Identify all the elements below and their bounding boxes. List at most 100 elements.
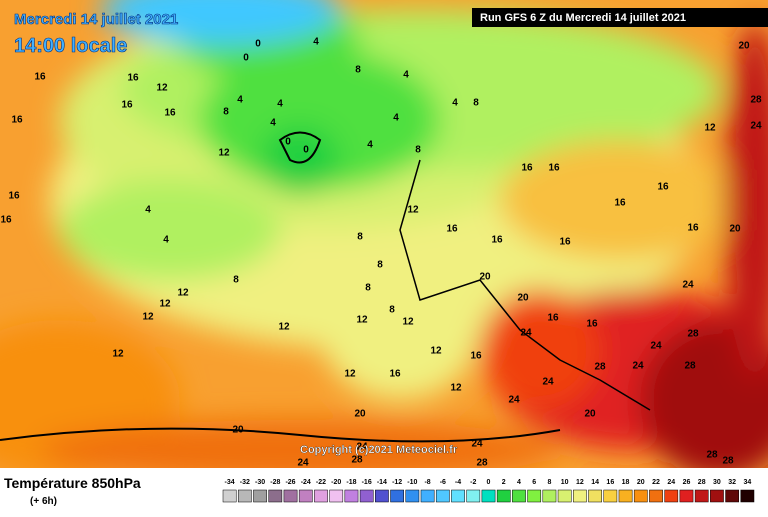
scale-swatch <box>466 489 481 503</box>
contour-label: 16 <box>491 235 503 246</box>
contour-label: 24 <box>542 377 554 388</box>
contour-label: 24 <box>682 280 694 291</box>
scale-label: 10 <box>561 479 569 486</box>
scale-swatch <box>481 489 496 503</box>
contour-label: 12 <box>402 317 414 328</box>
scale-swatch <box>283 489 298 503</box>
contour-label: 12 <box>278 322 290 333</box>
contour-label: 28 <box>476 458 488 469</box>
contour-label: 4 <box>277 99 283 110</box>
contour-label: 28 <box>594 362 606 373</box>
scale-swatch <box>344 489 359 503</box>
contour-label: 20 <box>232 425 244 436</box>
scale-label: -20 <box>331 479 341 486</box>
scale-label: -32 <box>240 479 250 486</box>
scale-swatch <box>496 489 511 503</box>
contour-label: 0 <box>303 145 309 156</box>
contour-label: 16 <box>614 198 626 209</box>
contour-label: 12 <box>344 369 356 380</box>
scale-label: 28 <box>698 479 706 486</box>
contour-label: 8 <box>473 98 479 109</box>
contour-label: 16 <box>121 100 133 111</box>
contour-label: 20 <box>584 409 596 420</box>
scale-swatch <box>542 489 557 503</box>
scale-swatch <box>633 489 648 503</box>
contour-label: 12 <box>356 315 368 326</box>
contour-label: 16 <box>547 313 559 324</box>
contour-label: 16 <box>548 163 560 174</box>
contour-label: 4 <box>313 37 319 48</box>
scale-swatch <box>573 489 587 503</box>
scale-label: -34 <box>225 479 235 486</box>
scale-swatch <box>237 489 252 503</box>
contour-label: 12 <box>112 349 124 360</box>
contour-label: 4 <box>237 95 243 106</box>
contour-label: 8 <box>233 275 239 286</box>
contour-label: 16 <box>0 215 12 226</box>
contour-label: 4 <box>145 205 151 216</box>
scale-label: -22 <box>316 479 326 486</box>
scale-label: -30 <box>255 479 265 486</box>
contour-label: 8 <box>223 107 229 118</box>
temperature-field <box>0 0 768 480</box>
scale-swatch <box>420 489 435 503</box>
contour-label: 12 <box>177 288 189 299</box>
scale-label: 26 <box>683 479 691 486</box>
scale-label: -14 <box>377 479 387 486</box>
contour-label: 12 <box>430 346 442 357</box>
contour-label: 24 <box>471 439 483 450</box>
contour-label: 0 <box>285 137 291 148</box>
scale-label: 18 <box>622 479 630 486</box>
contour-label: 16 <box>8 191 20 202</box>
local-time: 14:00 locale <box>14 35 127 57</box>
contour-label: 28 <box>722 456 734 467</box>
scale-label: 2 <box>502 479 506 486</box>
scale-swatch <box>329 489 344 503</box>
run-banner <box>472 8 768 27</box>
contour-label: 8 <box>365 283 371 294</box>
contour-label: 24 <box>750 121 762 132</box>
contour-label: 12 <box>450 383 462 394</box>
contour-label: 28 <box>750 95 762 106</box>
run-info: Run GFS 6 Z du Mercredi 14 juillet 2021 <box>480 12 686 24</box>
scale-label: -6 <box>440 479 446 486</box>
scale-swatch <box>694 489 709 503</box>
scale-label: -18 <box>346 479 356 486</box>
scale-swatch <box>390 489 404 503</box>
scale-label: 32 <box>728 479 736 486</box>
contour-label: 8 <box>355 65 361 76</box>
contour-label: 16 <box>657 182 669 193</box>
copyright: Copyright (c)2021 Meteociel.fr <box>300 444 458 456</box>
contour-label: 4 <box>367 140 373 151</box>
scale-swatch <box>527 489 542 503</box>
scale-swatch <box>375 489 389 503</box>
contour-label: 12 <box>407 205 419 216</box>
contour-label: 16 <box>389 369 401 380</box>
scale-swatch <box>314 489 328 503</box>
contour-label: 0 <box>243 53 249 64</box>
scale-label: -12 <box>392 479 402 486</box>
contour-label: 4 <box>393 113 399 124</box>
contour-label: 28 <box>684 361 696 372</box>
scale-swatch <box>603 489 618 503</box>
contour-label: 12 <box>218 148 230 159</box>
contour-label: 20 <box>729 224 741 235</box>
contour-label: 12 <box>704 123 716 134</box>
scale-swatch <box>649 489 663 503</box>
contour-label: 16 <box>687 223 699 234</box>
legend-offset: (+ 6h) <box>30 496 57 507</box>
color-scale: -34 -32 -30 -28 -26 -24 -22 -20 -18 -16 -14 -12 -10-… <box>222 479 755 503</box>
scale-label: -26 <box>285 479 295 486</box>
contour-label: 20 <box>354 409 366 420</box>
scale-swatch <box>710 489 724 503</box>
scale-swatch <box>222 489 237 503</box>
contour-label: 16 <box>11 115 23 126</box>
contour-label: 8 <box>415 145 421 156</box>
contour-label: 16 <box>446 224 458 235</box>
scale-label: 24 <box>667 479 675 486</box>
contour-label: 24 <box>520 328 532 339</box>
contour-label: 28 <box>706 450 718 461</box>
contour-label: 24 <box>650 341 662 352</box>
contour-label: 24 <box>632 361 644 372</box>
contour-label: 8 <box>357 232 363 243</box>
